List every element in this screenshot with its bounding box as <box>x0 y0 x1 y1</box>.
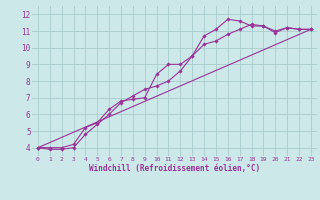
X-axis label: Windchill (Refroidissement éolien,°C): Windchill (Refroidissement éolien,°C) <box>89 164 260 173</box>
